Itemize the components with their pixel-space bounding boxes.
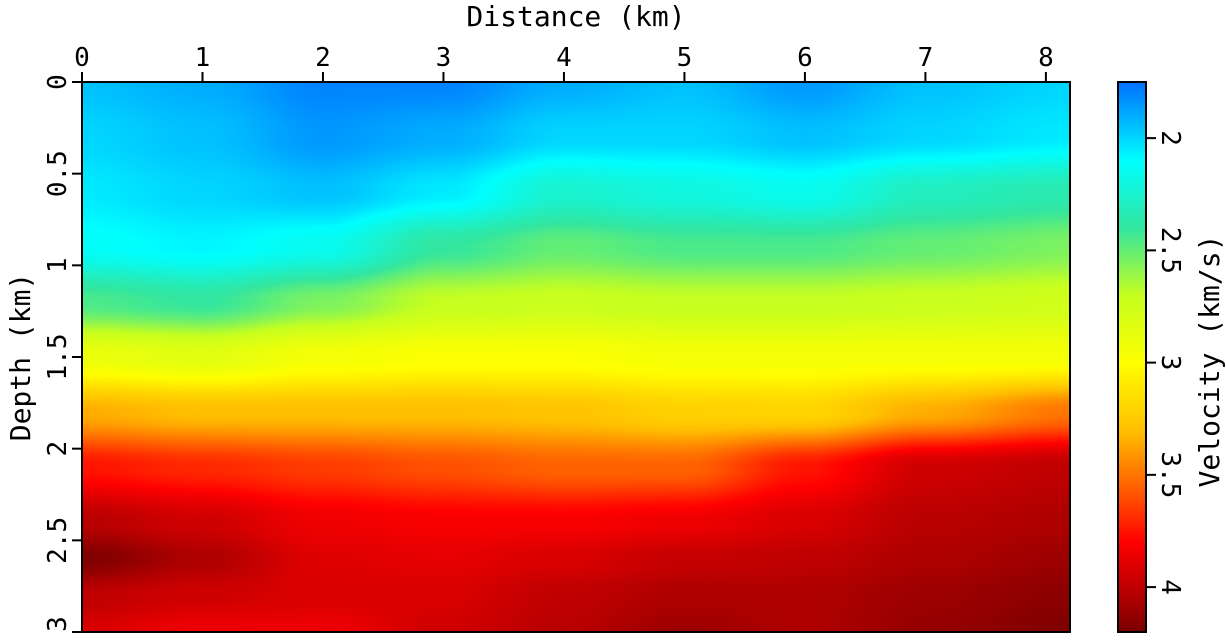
x-tick-label: 2: [315, 43, 331, 73]
y-tick-label: 3: [43, 616, 73, 632]
y-tick-label: 0: [43, 74, 73, 90]
colorbar-ticks: 2 2.5 3 3.5 4: [1146, 130, 1185, 595]
x-axis: 0 1 2 3 4 5 6 7 8: [74, 43, 1054, 82]
colorbar-tick-label: 3.5: [1155, 451, 1185, 498]
y-axis-label: Depth (km): [4, 273, 37, 442]
x-tick-label: 8: [1038, 43, 1054, 73]
x-tick-label: 4: [556, 43, 572, 73]
x-tick-label: 3: [436, 43, 452, 73]
colorbar-tick-label: 2: [1155, 130, 1185, 146]
colorbar-tick-label: 3: [1155, 355, 1185, 371]
colorbar-gradient: [1118, 82, 1146, 632]
colorbar-frame: [1117, 81, 1147, 633]
y-tick-label: 1: [43, 258, 73, 274]
velocity-heatmap: [82, 82, 1070, 632]
x-tick-label: 1: [195, 43, 211, 73]
x-tick-label: 0: [74, 43, 90, 73]
x-tick-label: 5: [677, 43, 693, 73]
y-axis: 0 0.5 1 1.5 2 2.5 3: [43, 74, 82, 633]
colorbar-tick-label: 4: [1155, 579, 1185, 595]
y-tick-label: 2: [43, 441, 73, 457]
heatmap-layer: [82, 82, 1070, 632]
y-tick-label: 1.5: [43, 334, 73, 381]
colorbar-label: Velocity (km/s): [1193, 235, 1226, 488]
x-axis-label: Distance (km): [466, 0, 685, 33]
colorbar: 2 2.5 3 3.5 4 Velocity (km/s): [1117, 81, 1226, 633]
x-tick-label: 7: [918, 43, 934, 73]
y-tick-label: 0.5: [43, 150, 73, 197]
colorbar-tick-label: 2.5: [1155, 227, 1185, 274]
x-tick-label: 6: [797, 43, 813, 73]
y-tick-label: 2.5: [43, 517, 73, 564]
